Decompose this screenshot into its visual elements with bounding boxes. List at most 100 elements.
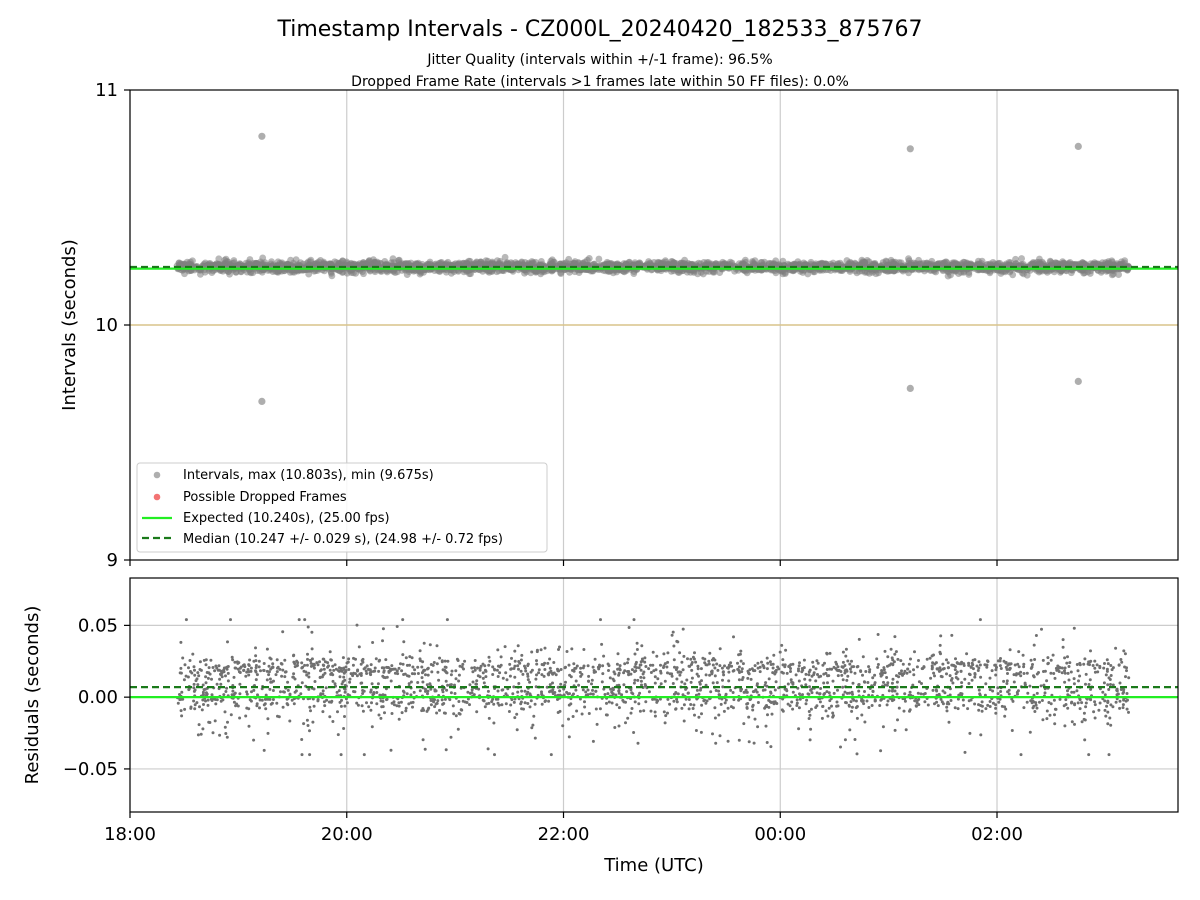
residual-point	[275, 670, 279, 674]
residual-point	[307, 675, 311, 679]
residual-point	[896, 718, 899, 722]
residual-point	[1067, 678, 1071, 682]
residual-point	[780, 643, 784, 647]
residual-point	[369, 708, 373, 712]
residual-point	[384, 658, 388, 662]
residual-point	[582, 648, 586, 651]
residual-point	[901, 662, 905, 666]
residual-point	[681, 627, 685, 631]
residual-point	[360, 681, 364, 685]
residual-point	[214, 664, 218, 668]
residual-point	[625, 690, 629, 694]
residual-point	[835, 704, 839, 708]
residual-point	[883, 649, 887, 653]
residual-point	[795, 701, 799, 705]
residual-point	[1000, 704, 1004, 708]
residual-point	[1093, 670, 1097, 674]
residual-point	[463, 659, 467, 663]
residual-point	[988, 700, 992, 703]
residual-point	[409, 693, 413, 697]
residual-point	[420, 676, 424, 680]
residual-point	[629, 711, 633, 715]
residual-point	[189, 706, 193, 710]
residual-point	[727, 679, 731, 683]
residual-point	[1078, 663, 1082, 667]
residual-point	[540, 702, 544, 706]
interval-point	[237, 268, 245, 276]
residual-point	[454, 669, 458, 673]
residual-point	[242, 668, 246, 672]
residual-point	[355, 674, 359, 678]
residual-point	[679, 670, 683, 674]
residual-point	[1105, 669, 1109, 673]
residual-point	[583, 705, 587, 709]
residual-point	[381, 693, 385, 697]
residual-point	[980, 709, 984, 713]
residual-point	[557, 648, 560, 651]
residual-point	[961, 698, 965, 702]
interval-point	[496, 257, 504, 265]
residual-point	[798, 692, 801, 696]
residual-point	[768, 660, 772, 664]
residual-point	[1021, 653, 1025, 657]
residual-point	[395, 625, 399, 628]
residual-point	[411, 665, 415, 669]
residual-point	[963, 677, 967, 681]
residual-point	[945, 702, 949, 706]
residual-point	[1046, 662, 1050, 666]
residual-point	[968, 731, 972, 735]
residual-point	[516, 644, 520, 648]
residual-point	[444, 679, 448, 683]
residual-point	[508, 662, 512, 666]
residual-point	[1078, 707, 1082, 711]
residual-point	[429, 703, 433, 707]
residual-point	[390, 712, 394, 715]
residual-point	[672, 644, 676, 648]
residual-point	[252, 738, 256, 742]
residual-point	[1023, 683, 1027, 687]
residual-point	[342, 675, 346, 679]
residual-point	[312, 704, 316, 708]
residual-point	[999, 657, 1002, 660]
residual-point	[748, 668, 752, 672]
residual-point	[977, 660, 981, 664]
residual-point	[717, 713, 721, 717]
residual-point	[201, 683, 205, 687]
residual-point	[293, 662, 297, 666]
residual-point	[816, 673, 819, 676]
residual-point	[996, 692, 1000, 696]
residual-point	[512, 700, 516, 704]
residual-point	[476, 666, 479, 670]
residual-point	[871, 689, 875, 693]
residual-point	[639, 663, 643, 667]
residual-point	[229, 618, 232, 622]
residual-point	[1028, 730, 1032, 734]
residual-point	[879, 672, 883, 676]
residual-point	[592, 669, 596, 672]
residual-point	[513, 649, 517, 653]
residual-point	[404, 656, 408, 660]
residual-point	[1106, 662, 1110, 666]
residual-point	[232, 700, 236, 704]
residual-point	[655, 654, 659, 658]
residual-point	[659, 682, 663, 686]
residual-point	[271, 689, 275, 692]
residual-point	[699, 686, 703, 690]
residual-point	[741, 676, 745, 679]
residual-point	[1125, 707, 1129, 711]
residual-point	[218, 677, 222, 681]
residual-point	[1076, 701, 1080, 705]
residual-point	[937, 669, 941, 673]
residual-point	[732, 635, 735, 639]
residual-point	[1051, 653, 1055, 657]
residual-point	[1121, 703, 1125, 707]
residual-point	[1082, 711, 1086, 715]
interval-point	[339, 269, 346, 276]
residual-point	[826, 714, 830, 718]
interval-outlier-point	[1074, 377, 1082, 385]
residual-point	[731, 691, 735, 694]
residual-point	[584, 690, 588, 694]
residual-point	[895, 680, 899, 684]
residual-point	[204, 699, 207, 703]
residual-point	[798, 697, 802, 701]
